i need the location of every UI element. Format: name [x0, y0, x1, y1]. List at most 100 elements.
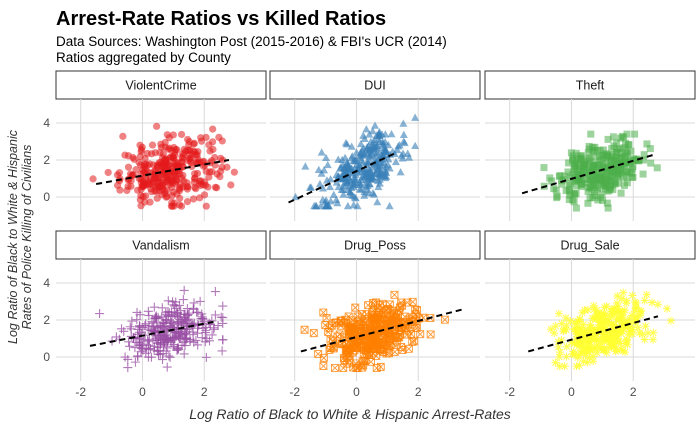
- data-point: [569, 196, 577, 204]
- data-point: [170, 143, 178, 152]
- data-point: [209, 324, 219, 334]
- data-point: [151, 149, 159, 157]
- data-point: [197, 137, 206, 145]
- data-point: [342, 140, 351, 148]
- data-point: [611, 347, 620, 356]
- data-point: [562, 325, 571, 334]
- data-point: [170, 333, 180, 343]
- data-point: [576, 175, 584, 183]
- data-point: [623, 335, 632, 344]
- data-point: [381, 130, 390, 138]
- data-point: [595, 164, 603, 172]
- data-point: [362, 125, 371, 133]
- data-point: [570, 324, 579, 333]
- data-point: [137, 339, 147, 349]
- data-point: [349, 178, 358, 187]
- data-point: [604, 344, 613, 353]
- data-point: [564, 168, 572, 176]
- panel-theft: Theft: [484, 70, 696, 221]
- data-point: [130, 343, 140, 353]
- data-point: [202, 167, 210, 175]
- data-point: [411, 141, 420, 150]
- data-point: [385, 201, 394, 210]
- data-point: [368, 126, 377, 135]
- data-point: [573, 156, 581, 164]
- data-point: [640, 156, 648, 164]
- data-point: [362, 175, 371, 184]
- facet-label: Vandalism: [132, 239, 189, 253]
- data-point: [354, 168, 363, 176]
- data-point: [89, 175, 97, 183]
- data-point: [199, 181, 207, 189]
- data-point: [653, 164, 661, 172]
- data-point: [593, 348, 602, 357]
- data-point: [584, 329, 593, 338]
- data-point: [160, 158, 168, 167]
- data-point: [339, 175, 348, 183]
- data-point: [555, 172, 563, 180]
- data-point: [129, 153, 137, 162]
- data-point: [622, 139, 630, 147]
- data-point: [317, 169, 326, 177]
- data-point: [581, 351, 590, 360]
- data-point: [370, 143, 379, 151]
- data-point: [555, 362, 564, 371]
- data-point: [346, 323, 355, 332]
- data-point: [193, 340, 203, 350]
- data-point: [135, 310, 145, 320]
- data-point: [623, 340, 632, 349]
- data-point: [319, 362, 328, 371]
- data-point: [365, 156, 374, 165]
- data-point: [162, 362, 172, 372]
- data-point: [148, 188, 156, 196]
- data-point: [334, 155, 343, 163]
- data-point: [609, 321, 618, 330]
- data-point: [557, 336, 566, 345]
- data-point: [141, 154, 149, 163]
- data-point: [567, 338, 576, 347]
- data-point: [124, 163, 133, 171]
- data-point: [614, 145, 622, 153]
- data-point: [314, 350, 323, 358]
- data-point: [617, 189, 625, 197]
- data-point: [169, 152, 177, 161]
- data-point: [616, 315, 625, 324]
- data-point: [404, 344, 413, 353]
- data-point: [593, 309, 602, 318]
- data-point: [622, 172, 630, 180]
- data-point: [584, 199, 592, 207]
- data-point: [584, 149, 592, 157]
- data-point: [597, 176, 605, 184]
- data-point: [330, 363, 339, 372]
- facet-strip: [484, 230, 696, 260]
- facet-label: Drug_Poss: [344, 239, 406, 253]
- data-point: [566, 188, 574, 196]
- data-point: [123, 354, 133, 364]
- data-point: [332, 178, 341, 186]
- data-point: [602, 159, 610, 167]
- data-point: [555, 352, 564, 361]
- data-point: [592, 181, 600, 189]
- data-point: [641, 322, 650, 331]
- data-point: [149, 161, 157, 169]
- data-point: [189, 195, 198, 203]
- data-point: [148, 141, 157, 149]
- data-point: [202, 202, 210, 210]
- data-point: [205, 336, 215, 346]
- data-point: [146, 175, 154, 183]
- data-point: [566, 317, 575, 326]
- data-point: [217, 346, 227, 356]
- data-point: [584, 341, 593, 350]
- data-point: [628, 173, 636, 181]
- data-point: [164, 351, 174, 361]
- data-point: [117, 324, 127, 334]
- data-point: [153, 342, 163, 352]
- data-point: [318, 195, 327, 203]
- data-point: [330, 319, 339, 328]
- data-point: [315, 179, 324, 188]
- panel-violentcrime: ViolentCrime: [55, 70, 267, 221]
- data-point: [579, 320, 588, 329]
- data-point: [195, 296, 205, 306]
- data-point: [598, 190, 606, 198]
- data-point: [360, 187, 369, 196]
